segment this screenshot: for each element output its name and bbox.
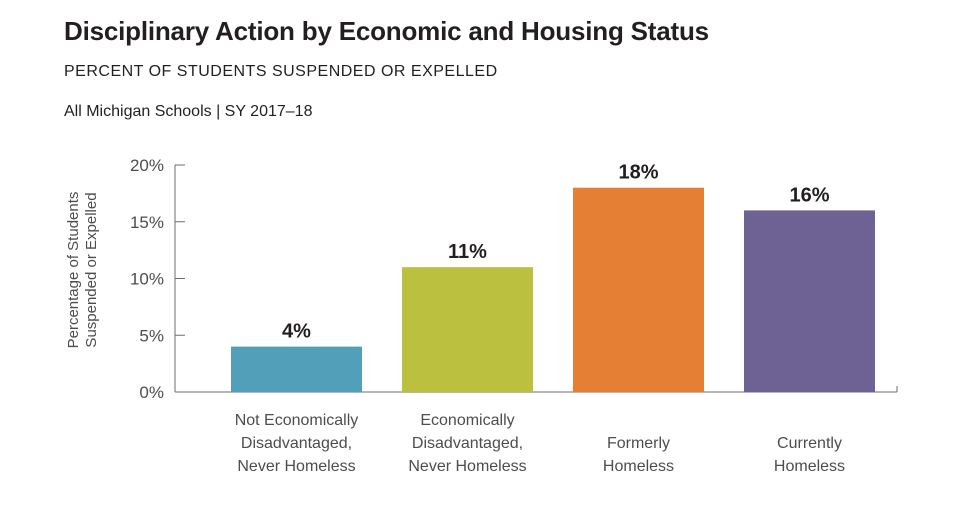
y-tick-label: 15% — [130, 213, 164, 232]
bar — [402, 267, 533, 392]
y-axis-label: Percentage of StudentsSuspended or Expel… — [65, 192, 100, 349]
bar-value-label: 18% — [618, 162, 658, 184]
bar-value-label: 11% — [448, 241, 487, 263]
bar — [231, 346, 362, 392]
y-tick-label: 10% — [130, 270, 164, 289]
category-label: Currently Homeless — [774, 435, 845, 475]
bar-value-label: 4% — [282, 321, 311, 343]
chart-scope-note: All Michigan Schools | SY 2017–18 — [64, 103, 313, 120]
y-tick-label: 5% — [139, 326, 164, 345]
bar-value-label: 16% — [789, 184, 829, 206]
category-label: Not Economically Disadvantaged, Never Home… — [235, 412, 359, 475]
y-tick-label: 20% — [130, 156, 164, 175]
y-tick-label: 0% — [139, 383, 164, 402]
category-label: Economically Disadvantaged, Never Homeless — [408, 412, 526, 475]
bar — [744, 210, 875, 392]
chart-subtitle: PERCENT OF STUDENTS SUSPENDED OR EXPELLE… — [64, 63, 498, 80]
bar — [573, 187, 704, 392]
category-label: Formerly Homeless — [603, 435, 674, 475]
chart-title: Disciplinary Action by Economic and Hous… — [64, 16, 709, 46]
